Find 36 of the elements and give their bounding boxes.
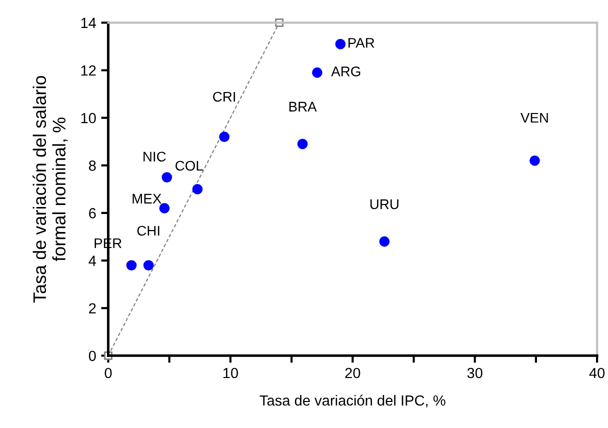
annotation: BRA	[289, 102, 317, 112]
y-tick-label: 6	[89, 208, 96, 218]
annotation: CRI	[213, 92, 235, 102]
annotation: ARG	[331, 66, 360, 76]
point	[162, 172, 172, 182]
annotation: COL	[176, 160, 203, 171]
y-axis-title: Tasa de variación del salario formal nominal, %	[32, 76, 68, 303]
x-tick-label: 10	[223, 368, 238, 378]
x-axis-title: Tasa de variación del IPC, %	[260, 394, 446, 408]
annotation: MEX	[132, 194, 162, 204]
point	[530, 155, 540, 166]
point	[297, 138, 308, 150]
y-tick-label: 8	[88, 160, 96, 171]
y-tick-label: 4	[88, 256, 96, 266]
annotation: NIC	[144, 152, 166, 162]
point	[312, 67, 322, 78]
point	[192, 184, 203, 194]
point	[379, 236, 390, 247]
annotation: PAR	[348, 38, 374, 48]
x-tick-label: 30	[467, 368, 482, 378]
annotation: VEN	[520, 113, 548, 123]
point	[126, 260, 137, 270]
point	[335, 38, 346, 50]
y-tick-label: 14	[81, 18, 96, 28]
y-tick-label: 12	[81, 65, 96, 76]
annotation: URU	[370, 199, 398, 210]
y-tick-label: 2	[89, 303, 96, 314]
y-tick-label: 0	[88, 350, 96, 362]
y-tick-label: 10	[81, 112, 96, 124]
x-tick-label: 0	[104, 368, 112, 378]
annotation: CHI	[137, 226, 160, 236]
x-tick-label: 40	[589, 368, 605, 378]
x-tick-label: 20	[345, 368, 360, 378]
point	[143, 260, 154, 270]
point	[159, 203, 170, 214]
point	[219, 132, 230, 142]
